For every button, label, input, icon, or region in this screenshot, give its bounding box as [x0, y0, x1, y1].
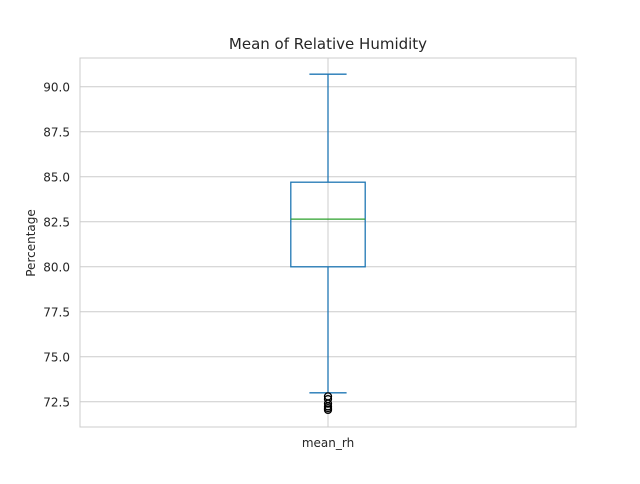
outlier-point	[323, 405, 333, 415]
outlier-point	[323, 399, 333, 408]
y-tick-label: 72.5	[43, 395, 70, 409]
y-tick-label: 80.0	[43, 260, 70, 274]
y-tick-label: 77.5	[43, 305, 70, 319]
y-tick-label: 87.5	[43, 125, 70, 139]
y-tick-label: 75.0	[43, 350, 70, 364]
chart-title: Mean of Relative Humidity	[229, 35, 427, 53]
plot-frame	[79, 57, 577, 428]
x-tick-label: mean_rh	[302, 436, 354, 450]
box-layer	[290, 73, 366, 415]
y-tick-label: 85.0	[43, 170, 70, 184]
iqr-box	[290, 181, 366, 268]
y-tick-label: 82.5	[43, 215, 70, 229]
y-tick-label: 90.0	[43, 80, 70, 94]
y-axis-label: Percentage	[24, 209, 38, 277]
y-tick-labels: 72.5 75.0 77.5 80.0 82.5 85.0 87.5 90.0	[43, 80, 70, 409]
x-tick-labels: mean_rh	[302, 436, 354, 450]
